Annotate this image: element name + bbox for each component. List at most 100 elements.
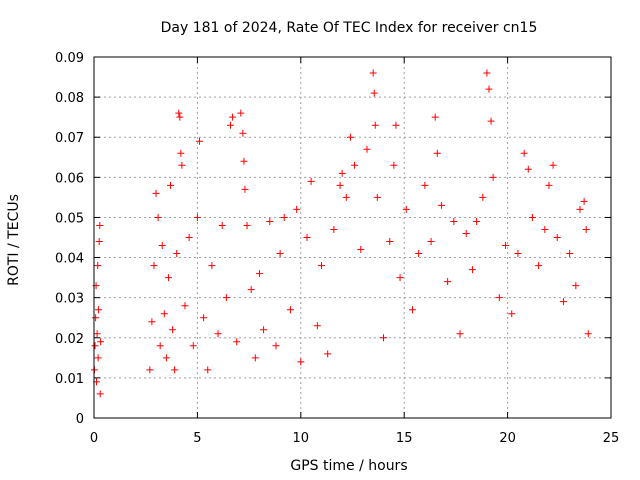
data-point <box>313 322 321 330</box>
data-point <box>266 217 274 225</box>
data-point <box>473 217 481 225</box>
data-point <box>162 354 170 362</box>
y-axis-title: ROTI / TECUs <box>6 194 22 286</box>
data-point <box>93 330 101 338</box>
data-point <box>171 366 179 374</box>
data-point <box>94 354 102 362</box>
data-point <box>514 250 522 258</box>
x-tick-label: 0 <box>90 431 98 446</box>
data-point <box>181 302 189 310</box>
data-point <box>97 338 105 346</box>
data-point <box>280 213 288 221</box>
data-point <box>146 366 154 374</box>
data-point <box>338 169 346 177</box>
data-point <box>208 262 216 270</box>
data-point <box>243 221 251 229</box>
data-point <box>479 193 487 201</box>
data-point <box>559 298 567 306</box>
data-point <box>239 129 247 137</box>
data-point <box>437 201 445 209</box>
data-point <box>178 161 186 169</box>
data-point <box>247 286 255 294</box>
data-point <box>169 326 177 334</box>
data-point <box>214 330 222 338</box>
data-point <box>237 109 245 117</box>
data-point <box>307 177 315 185</box>
data-point <box>468 266 476 274</box>
data-point <box>528 213 536 221</box>
x-tick-label: 10 <box>293 431 310 446</box>
data-point <box>233 338 241 346</box>
data-point <box>293 205 301 213</box>
data-point <box>553 234 561 241</box>
data-point <box>433 149 441 157</box>
x-tick-label: 25 <box>603 431 620 446</box>
y-tick-label: 0.08 <box>55 91 84 106</box>
x-tick-label: 15 <box>396 431 413 446</box>
data-point <box>487 117 495 125</box>
data-point <box>520 149 528 157</box>
data-point <box>408 306 416 314</box>
y-tick-label: 0 <box>76 412 84 427</box>
data-point <box>164 274 172 282</box>
y-tick-label: 0.06 <box>55 171 84 186</box>
data-point <box>444 278 452 286</box>
data-point <box>154 213 162 221</box>
data-point <box>297 358 305 366</box>
data-point <box>386 238 394 246</box>
y-tick-label: 0.07 <box>55 131 84 146</box>
data-point <box>456 330 464 338</box>
data-point <box>148 318 156 326</box>
data-point <box>272 342 280 350</box>
data-point <box>549 161 557 169</box>
data-point <box>427 238 435 246</box>
chart-title: Day 181 of 2024, Rate Of TEC Index for r… <box>161 20 538 36</box>
data-point <box>95 238 103 246</box>
data-point <box>96 390 104 398</box>
data-point <box>156 342 164 350</box>
data-point <box>402 205 410 213</box>
data-point <box>195 137 203 145</box>
y-tick-label: 0.02 <box>55 332 84 347</box>
data-point <box>150 262 158 270</box>
data-point <box>380 334 388 342</box>
data-point <box>94 262 102 270</box>
data-point <box>218 221 226 229</box>
data-point <box>240 157 248 165</box>
data-point <box>286 306 294 314</box>
data-point <box>95 306 103 314</box>
data-point <box>173 250 181 258</box>
y-tick-label: 0.05 <box>55 211 84 226</box>
y-tick-label: 0.03 <box>55 292 84 307</box>
data-point <box>566 250 574 258</box>
data-point <box>251 354 259 362</box>
data-point <box>226 121 234 129</box>
data-point <box>176 113 184 121</box>
data-point <box>462 229 470 237</box>
data-point <box>502 242 510 250</box>
y-tick-label: 0.09 <box>55 51 84 66</box>
data-point <box>177 149 185 157</box>
y-tick-label: 0.04 <box>55 252 84 267</box>
data-point <box>303 234 311 241</box>
data-point <box>421 181 429 189</box>
data-point <box>373 193 381 201</box>
data-point <box>489 173 497 181</box>
data-point <box>415 250 423 258</box>
data-point <box>92 314 100 322</box>
plot-frame <box>93 56 612 419</box>
x-tick-label: 5 <box>193 431 201 446</box>
y-tick-labels: 0 0.01 0.02 0.03 0.04 0.05 0.06 0.07 0.08 0.09 <box>55 51 84 427</box>
data-point <box>370 89 378 97</box>
data-point <box>276 250 284 258</box>
data-point <box>431 113 439 121</box>
data-point <box>241 185 249 193</box>
data-point <box>584 330 592 338</box>
data-point <box>346 133 354 141</box>
data-points <box>90 69 592 398</box>
data-point <box>485 85 493 93</box>
data-point <box>483 69 491 77</box>
data-point <box>222 294 230 302</box>
data-point <box>91 342 99 350</box>
